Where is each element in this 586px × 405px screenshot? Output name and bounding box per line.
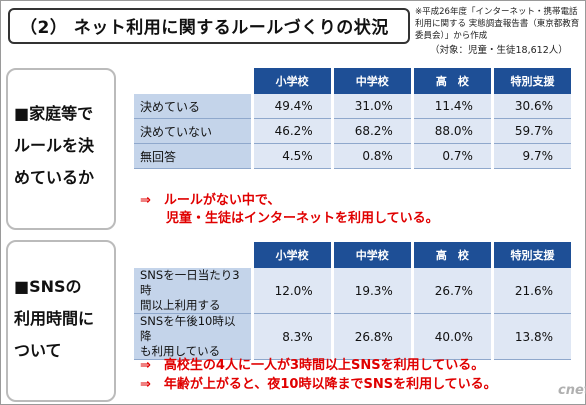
cell-value: 12.0% [250,268,333,314]
section1-note: 児童・生徒はインターネットを利用している。 [140,211,439,226]
cell-value: 88.0% [410,118,493,144]
column-header: 小学校 [250,242,333,268]
column-header: 特別支援 [490,68,571,94]
cell-value: 8.3% [250,313,333,360]
cell-value: 46.2% [250,118,333,144]
section1-note: ⇒ ルールがない中で、 [140,193,281,208]
column-header: 中学校 [330,68,413,94]
section2-label-line: ついて [14,341,62,360]
row-label: 決めている [134,94,253,119]
section1-label-line: ルールを決 [14,136,95,155]
section2-label: ■SNSの 利用時間に ついて [14,271,94,367]
cell-value: 21.6% [490,268,571,314]
page-title: （2） ネット利用に関するルールづくりの状況 [20,18,389,38]
section2-label-box [6,240,116,402]
section1-label-box [6,68,116,230]
cell-value: 4.5% [250,143,333,169]
title-box [8,8,410,44]
table-row: SNSを一日当たり3時 間以上利用する 12.0% 19.3% 26.7% 21… [134,268,571,314]
row-label-line: SNSを一日当たり3時 [140,268,240,297]
column-header: 特別支援 [490,242,571,268]
cell-value: 49.4% [250,94,333,119]
row-label-line: も利用している [140,344,221,358]
cell-value: 13.8% [490,313,571,360]
column-header: 高 校 [410,242,493,268]
cell-value: 30.6% [490,94,571,119]
section1-label: ■家庭等で ルールを決 めているか [14,98,94,194]
cell-value: 26.7% [410,268,493,314]
cell-value: 26.8% [330,313,413,360]
row-label: 無回答 [134,143,253,169]
section2-note: ⇒ 高校生の4人に一人が3時間以上SNSを利用している。 [140,358,485,373]
sns-table: 小学校 中学校 高 校 特別支援 SNSを一日当たり3時 間以上利用する 12.… [134,242,571,360]
source-note: ※平成26年度「インターネット・携帯電話利用に関する 実態調査報告書（東京都教育… [415,7,580,41]
cell-value: 68.2% [330,118,413,144]
cell-value: 0.8% [330,143,413,169]
row-label: SNSを午後10時以降 も利用している [134,313,253,360]
table-row: 決めている 49.4% 31.0% 11.4% 30.6% [134,94,571,119]
column-header: 中学校 [330,242,413,268]
table-row: 無回答 4.5% 0.8% 0.7% 9.7% [134,143,571,169]
section1-label-line: めているか [14,168,95,187]
cell-value: 9.7% [490,143,571,169]
table-header-row: 小学校 中学校 高 校 特別支援 [134,242,571,268]
row-label-line: 間以上利用する [140,298,221,312]
cell-value: 11.4% [410,94,493,119]
cell-value: 19.3% [330,268,413,314]
section2-label-line: ■SNSの [14,277,82,296]
rules-table: 小学校 中学校 高 校 特別支援 決めている 49.4% 31.0% 11.4%… [134,68,571,169]
cell-value: 31.0% [330,94,413,119]
table-header-row: 小学校 中学校 高 校 特別支援 [134,68,571,94]
row-label: 決めていない [134,118,253,144]
cnet-logo: cnet [558,383,586,398]
row-label-line: SNSを午後10時以降 [140,314,236,343]
column-header: 小学校 [250,68,333,94]
section2-label-line: 利用時間に [14,309,95,328]
section1-label-line: ■家庭等で [14,104,94,123]
column-header: 高 校 [410,68,493,94]
cell-value: 59.7% [490,118,571,144]
table-row: SNSを午後10時以降 も利用している 8.3% 26.8% 40.0% 13.… [134,313,571,360]
cell-value: 40.0% [410,313,493,360]
section2-note: ⇒ 年齢が上がると、夜10時以降までSNSを利用している。 [140,377,497,392]
target-note: （対象：児童・生徒18,612人） [430,45,568,56]
row-label: SNSを一日当たり3時 間以上利用する [134,268,253,314]
cell-value: 0.7% [410,143,493,169]
table-row: 決めていない 46.2% 68.2% 88.0% 59.7% [134,118,571,144]
